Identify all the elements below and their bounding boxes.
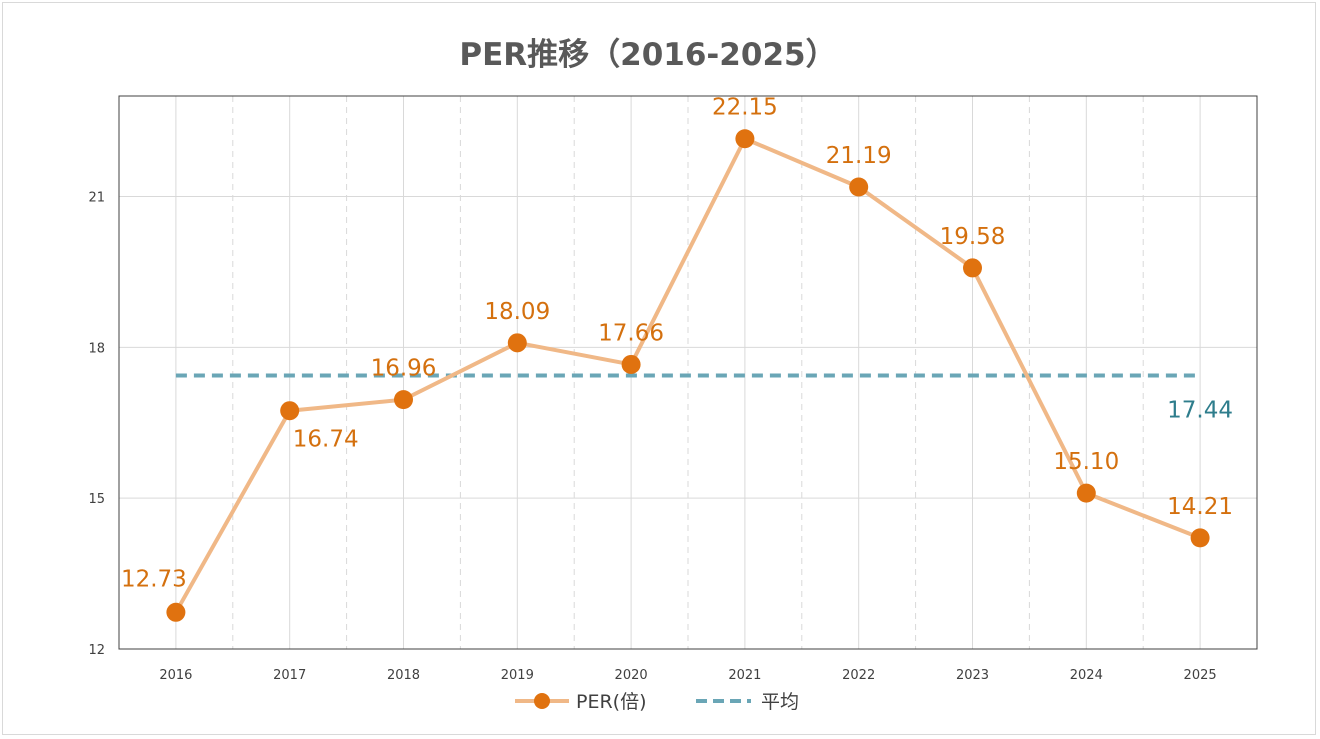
per-point <box>621 354 641 374</box>
x-tick-label: 2021 <box>728 668 761 683</box>
per-point <box>280 401 300 421</box>
x-tick-label: 2022 <box>842 668 875 683</box>
x-tick-label: 2017 <box>273 668 306 683</box>
y-axis-ticks: 12 15 18 21 <box>88 191 105 658</box>
per-data-label: 18.09 <box>484 299 550 325</box>
average-data-label: 17.44 <box>1167 398 1233 424</box>
x-tick-label: 2024 <box>1070 668 1103 683</box>
per-point <box>1190 528 1210 548</box>
x-tick-label: 2018 <box>387 668 420 683</box>
legend-per-marker <box>534 693 550 709</box>
x-axis-ticks: 2016 2017 2018 2019 2020 2021 2022 2023 2024 2025 <box>159 668 1216 683</box>
x-tick-label: 2023 <box>956 668 989 683</box>
per-data-label: 15.10 <box>1053 449 1119 475</box>
y-tick-label: 15 <box>88 492 105 507</box>
per-point <box>1076 483 1096 503</box>
per-data-label: 22.15 <box>712 95 778 121</box>
per-data-label: 14.21 <box>1167 494 1233 520</box>
y-tick-label: 21 <box>88 191 105 206</box>
per-data-label: 19.58 <box>940 224 1006 250</box>
legend-per-label: PER(倍) <box>576 691 647 713</box>
per-data-label: 21.19 <box>826 143 892 169</box>
per-series: 12.73 16.74 16.96 18.09 17.66 22.15 21.19 19.58… <box>121 95 1233 622</box>
per-data-label: 16.96 <box>371 356 437 382</box>
x-tick-label: 2016 <box>159 668 192 683</box>
per-line <box>174 136 1201 614</box>
per-point <box>507 333 527 353</box>
per-data-label: 12.73 <box>121 566 187 592</box>
per-data-label: 17.66 <box>598 320 664 346</box>
per-point <box>849 177 869 197</box>
y-tick-label: 12 <box>88 643 105 658</box>
grid-lines <box>119 96 1257 649</box>
per-point <box>735 129 755 149</box>
x-tick-label: 2025 <box>1184 668 1217 683</box>
legend-average-label: 平均 <box>761 691 799 713</box>
per-point <box>166 602 186 622</box>
per-data-label: 16.74 <box>293 427 359 453</box>
y-tick-label: 18 <box>88 341 105 356</box>
average-series: 17.44 <box>175 373 1233 424</box>
legend: PER(倍) 平均 <box>515 691 799 713</box>
per-point <box>963 258 982 278</box>
plot-area-border <box>118 95 1258 650</box>
chart-title: PER推移（2016-2025） <box>459 37 836 73</box>
x-tick-label: 2019 <box>501 668 534 683</box>
per-point <box>394 390 413 410</box>
x-tick-label: 2020 <box>615 668 648 683</box>
